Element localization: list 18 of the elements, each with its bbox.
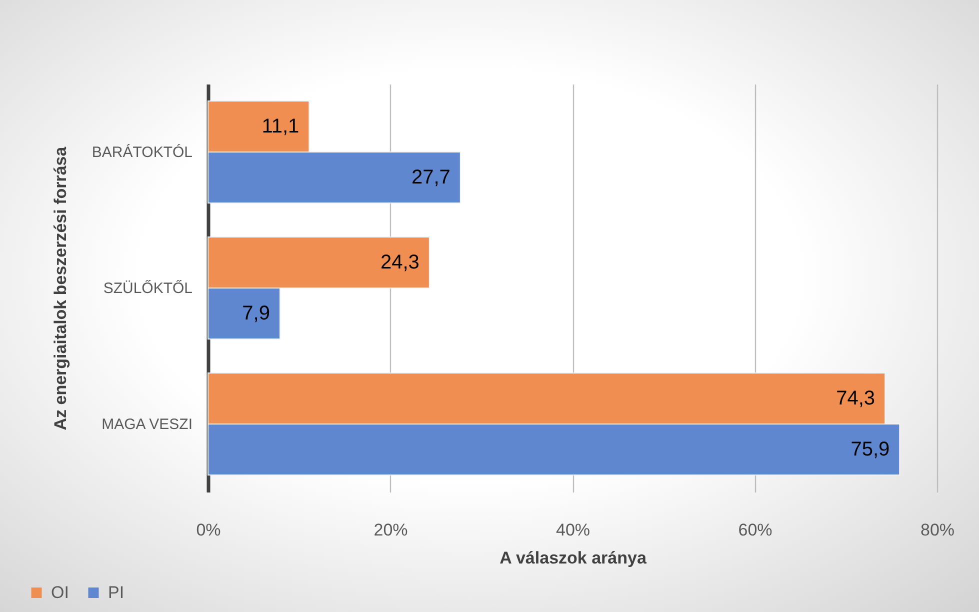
data-label: 74,3 (836, 388, 876, 410)
y-tick-label: SZÜLŐKTŐL (103, 279, 192, 297)
x-axis-title: A válaszok aránya (500, 548, 647, 568)
legend-label: OI (51, 582, 69, 602)
y-tick-label: MAGA VESZI (102, 416, 192, 433)
data-label: 27,7 (411, 166, 450, 188)
x-tick-label: 80% (920, 520, 955, 540)
x-tick-label: 40% (556, 520, 590, 540)
x-tick-label: 0% (196, 520, 221, 540)
x-tick-label: 60% (738, 520, 772, 540)
data-label: 24,3 (380, 252, 420, 274)
y-tick-label: BARÁTOKTÓL (92, 143, 192, 161)
legend-label: PI (108, 582, 124, 602)
y-axis-title: Az energiaitalok beszerzési forrása (50, 146, 70, 430)
data-label: 7,9 (242, 302, 270, 324)
x-tick-label: 20% (374, 520, 408, 540)
data-label: 11,1 (262, 116, 300, 138)
data-label: 75,9 (850, 438, 890, 460)
